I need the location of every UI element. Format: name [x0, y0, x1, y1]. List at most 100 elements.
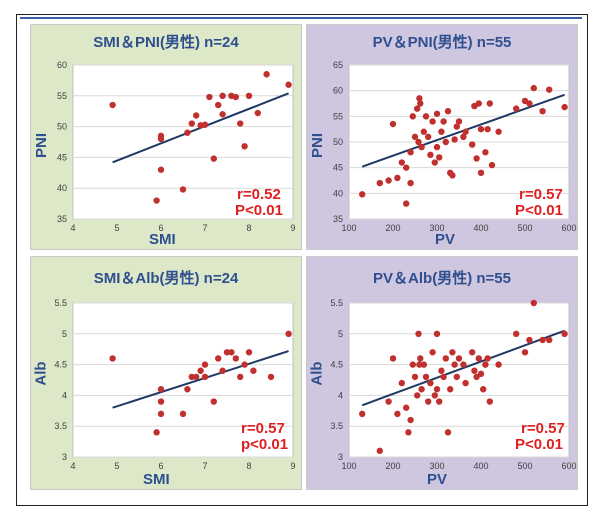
data-point — [414, 105, 421, 112]
data-point — [188, 120, 195, 127]
data-point — [359, 191, 366, 198]
x-tick-label: 100 — [341, 223, 356, 233]
data-point — [436, 398, 443, 405]
data-point — [409, 361, 416, 368]
data-point — [482, 361, 489, 368]
data-point — [201, 361, 209, 368]
data-point — [469, 141, 476, 148]
y-tick-label: 45 — [333, 163, 343, 173]
data-point — [429, 349, 436, 356]
data-point — [417, 355, 424, 362]
data-point — [153, 197, 160, 204]
data-point — [425, 133, 432, 141]
data-point — [184, 386, 191, 393]
y-tick-label: 55 — [333, 111, 343, 121]
data-point — [416, 361, 423, 368]
data-point — [179, 186, 187, 193]
data-point — [403, 200, 410, 207]
trend-line — [112, 350, 289, 409]
data-point — [385, 177, 392, 184]
data-point — [460, 361, 467, 368]
data-point — [484, 125, 491, 133]
data-point — [460, 133, 467, 141]
data-point — [109, 355, 116, 362]
x-tick-label: 500 — [517, 223, 532, 233]
data-point — [398, 379, 405, 387]
x-tick-label: 600 — [561, 461, 576, 471]
data-point — [228, 349, 235, 356]
r-value: r=0.57 — [241, 420, 285, 437]
x-tick-label: 8 — [246, 461, 251, 471]
chart-title: PV＆PNI(男性) n=55 — [372, 34, 512, 51]
y-tick-label: 4.5 — [330, 360, 343, 370]
data-point — [449, 349, 456, 356]
data-point — [453, 373, 460, 381]
y-tick-label: 4 — [62, 390, 67, 400]
data-point — [422, 373, 430, 381]
data-point — [241, 143, 248, 150]
data-point — [440, 373, 447, 381]
data-point — [484, 355, 491, 362]
data-point — [444, 429, 452, 436]
data-point — [420, 128, 427, 135]
data-point — [206, 93, 213, 101]
data-point — [409, 113, 416, 120]
r-value: r=0.57 — [521, 420, 565, 437]
y-tick-label: 35 — [57, 214, 67, 224]
data-point — [210, 398, 217, 405]
data-point — [197, 367, 204, 374]
data-point — [232, 93, 239, 101]
data-point — [462, 128, 469, 135]
data-point — [539, 336, 546, 344]
x-tick-label: 4 — [70, 461, 75, 471]
p-value: P<0.01 — [515, 436, 563, 453]
x-tick-label: 100 — [341, 461, 356, 471]
scatter-plot-smi-alb: 3 3.5 4 4.5 5 5.5 4 5 6 7 8 9 — [54, 298, 295, 471]
data-point — [263, 71, 270, 78]
data-point — [449, 172, 456, 179]
data-point — [394, 410, 401, 418]
r-value: r=0.52 — [237, 186, 281, 203]
data-point — [486, 398, 493, 405]
scatter-plot-pv-alb: 3 3.5 4 4.5 5 5.5 100 200 300 400 500 600 — [330, 298, 576, 471]
data-point — [420, 361, 427, 368]
data-point — [462, 379, 469, 387]
chart-title: SMI＆Alb(男性) n=24 — [93, 270, 239, 287]
data-point — [241, 361, 248, 368]
data-point — [431, 159, 438, 166]
data-point — [403, 164, 410, 171]
scatter-plot-pv-pni: 35 40 45 50 55 60 65 100 200 300 400 500 600 — [333, 60, 577, 233]
data-point — [530, 84, 537, 92]
data-point — [425, 398, 432, 405]
x-tick-label: 400 — [473, 461, 488, 471]
data-point — [157, 166, 165, 173]
x-tick-label: 5 — [114, 461, 119, 471]
data-point — [415, 330, 422, 337]
y-axis-label: PNI — [309, 132, 327, 159]
data-point — [433, 143, 441, 151]
data-point — [427, 379, 434, 387]
chart-title: SMI＆PNI(男性) n=24 — [93, 34, 239, 51]
y-tick-label: 65 — [333, 60, 343, 70]
data-point — [436, 154, 443, 161]
x-tick-label: 200 — [385, 223, 400, 233]
data-point — [477, 125, 485, 133]
data-point — [526, 100, 533, 107]
data-point — [471, 367, 478, 374]
x-tick-label: 5 — [114, 223, 119, 233]
data-point — [394, 174, 401, 182]
x-tick-label: 600 — [561, 223, 576, 233]
data-point — [157, 398, 165, 405]
data-point — [477, 370, 485, 378]
x-tick-label: 6 — [158, 223, 163, 233]
y-tick-label: 55 — [57, 91, 67, 101]
data-point — [157, 132, 165, 140]
y-tick-label: 35 — [333, 214, 343, 224]
y-tick-label: 50 — [57, 122, 67, 132]
data-point — [495, 361, 502, 368]
data-point — [482, 149, 489, 156]
data-point — [215, 101, 222, 109]
data-point — [475, 355, 482, 362]
data-point — [422, 113, 430, 120]
data-point — [109, 101, 116, 109]
